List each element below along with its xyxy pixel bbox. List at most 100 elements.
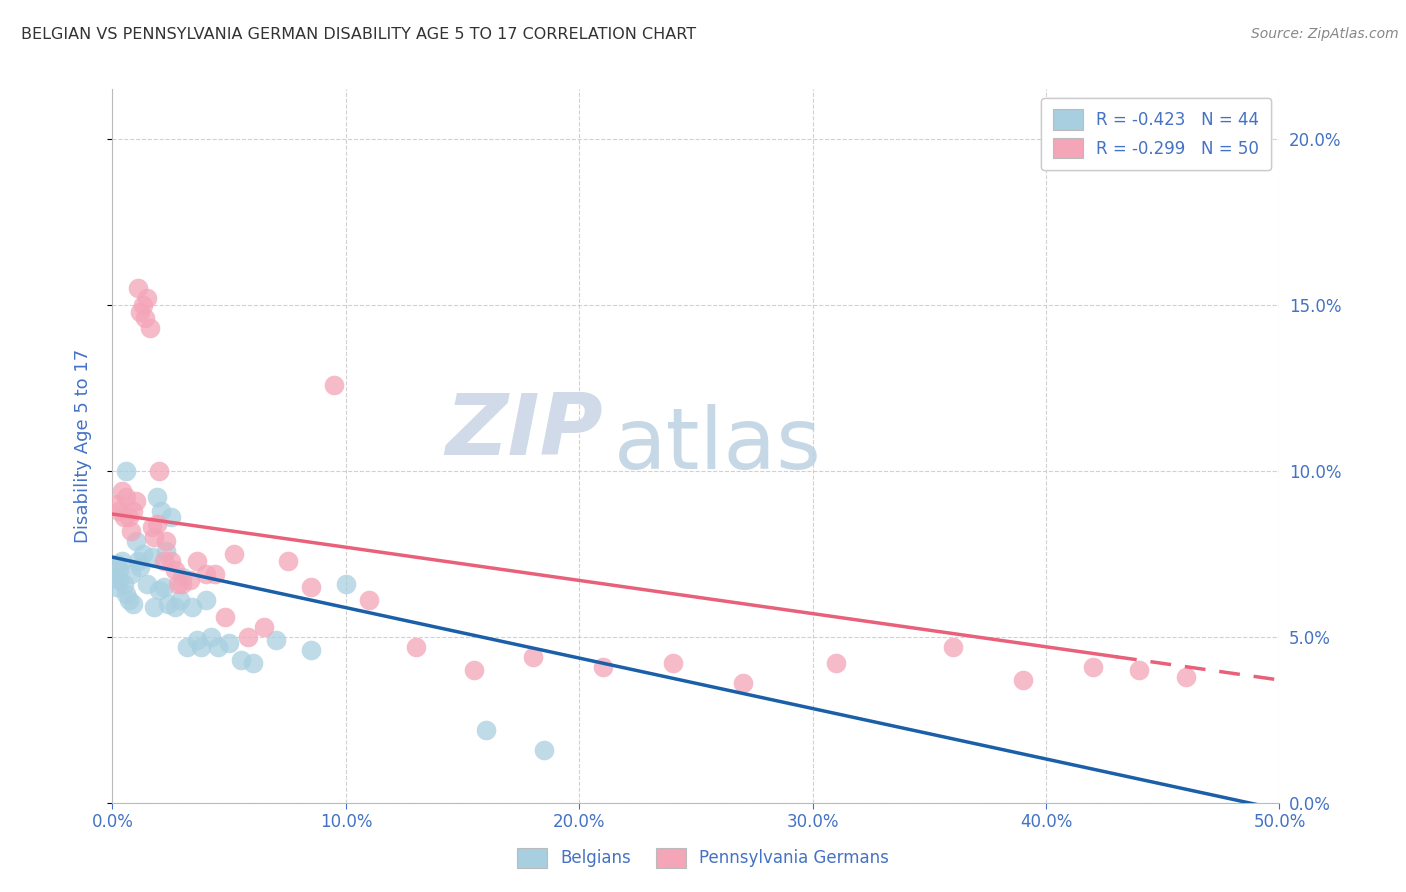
Point — [323, 377, 346, 392]
Point — [125, 493, 148, 508]
Point — [153, 553, 176, 567]
Point — [253, 620, 276, 634]
Point — [150, 504, 173, 518]
Point — [104, 570, 127, 584]
Point — [242, 657, 264, 671]
Point — [136, 291, 159, 305]
Point — [214, 610, 236, 624]
Point — [1175, 670, 1198, 684]
Point — [105, 497, 128, 511]
Point — [276, 553, 298, 567]
Point — [176, 640, 198, 654]
Point — [112, 576, 135, 591]
Point — [207, 640, 229, 654]
Point — [1011, 673, 1033, 687]
Point — [165, 564, 187, 578]
Point — [146, 516, 169, 531]
Point — [105, 580, 128, 594]
Point — [157, 597, 180, 611]
Point — [172, 570, 194, 584]
Point — [190, 640, 212, 654]
Point — [122, 597, 145, 611]
Point — [1128, 663, 1150, 677]
Point — [143, 599, 166, 614]
Point — [132, 547, 155, 561]
Point — [146, 491, 169, 505]
Point — [127, 281, 149, 295]
Point — [105, 557, 128, 571]
Point — [112, 510, 135, 524]
Point — [153, 580, 176, 594]
Point — [139, 321, 162, 335]
Point — [165, 599, 187, 614]
Point — [1081, 659, 1104, 673]
Point — [118, 593, 141, 607]
Point — [143, 530, 166, 544]
Y-axis label: Disability Age 5 to 17: Disability Age 5 to 17 — [73, 349, 91, 543]
Point — [299, 643, 322, 657]
Point — [127, 553, 149, 567]
Point — [218, 636, 240, 650]
Text: BELGIAN VS PENNSYLVANIA GERMAN DISABILITY AGE 5 TO 17 CORRELATION CHART: BELGIAN VS PENNSYLVANIA GERMAN DISABILIT… — [21, 27, 696, 42]
Point — [222, 547, 245, 561]
Point — [108, 564, 131, 578]
Point — [129, 304, 152, 318]
Point — [155, 543, 177, 558]
Point — [825, 657, 848, 671]
Point — [194, 566, 217, 581]
Point — [299, 580, 322, 594]
Point — [148, 464, 170, 478]
Point — [120, 524, 142, 538]
Point — [186, 553, 208, 567]
Point — [122, 504, 145, 518]
Point — [200, 630, 222, 644]
Point — [125, 533, 148, 548]
Point — [942, 640, 965, 654]
Point — [359, 593, 381, 607]
Legend: R = -0.423   N = 44, R = -0.299   N = 50: R = -0.423 N = 44, R = -0.299 N = 50 — [1042, 97, 1271, 169]
Point — [264, 633, 287, 648]
Point — [111, 553, 134, 567]
Point — [129, 560, 152, 574]
Point — [108, 504, 131, 518]
Point — [335, 576, 357, 591]
Point — [194, 593, 217, 607]
Point — [522, 649, 544, 664]
Point — [172, 576, 194, 591]
Point — [661, 657, 683, 671]
Point — [475, 723, 498, 737]
Point — [118, 510, 141, 524]
Legend: Belgians, Pennsylvania Germans: Belgians, Pennsylvania Germans — [510, 841, 896, 875]
Point — [148, 583, 170, 598]
Point — [229, 653, 252, 667]
Point — [120, 566, 142, 581]
Point — [592, 659, 614, 673]
Point — [115, 587, 138, 601]
Point — [134, 311, 156, 326]
Point — [236, 630, 259, 644]
Point — [731, 676, 754, 690]
Text: ZIP: ZIP — [444, 390, 603, 474]
Point — [141, 520, 163, 534]
Point — [160, 553, 183, 567]
Point — [405, 640, 427, 654]
Point — [108, 574, 131, 588]
Point — [179, 574, 201, 588]
Point — [533, 742, 555, 756]
Point — [1222, 122, 1244, 136]
Point — [166, 576, 188, 591]
Point — [141, 550, 163, 565]
Point — [169, 593, 191, 607]
Point — [204, 566, 226, 581]
Point — [463, 663, 485, 677]
Point — [111, 483, 134, 498]
Point — [115, 491, 138, 505]
Point — [132, 298, 155, 312]
Text: Source: ZipAtlas.com: Source: ZipAtlas.com — [1251, 27, 1399, 41]
Point — [136, 576, 159, 591]
Point — [155, 533, 177, 548]
Text: atlas: atlas — [614, 404, 823, 488]
Point — [160, 510, 183, 524]
Point — [186, 633, 208, 648]
Point — [180, 599, 202, 614]
